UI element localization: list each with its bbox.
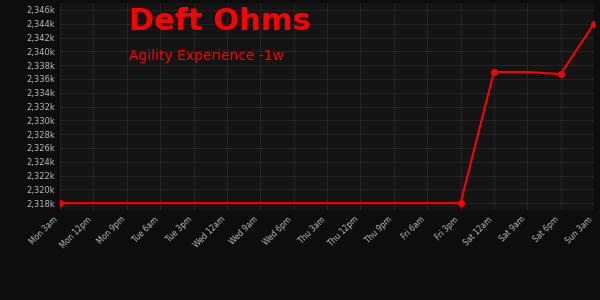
Point <box>556 72 565 76</box>
Point <box>55 201 65 206</box>
Text: Deft Ohms: Deft Ohms <box>130 7 311 36</box>
Text: Agility Experience -1w: Agility Experience -1w <box>130 49 284 62</box>
Point <box>489 70 499 74</box>
Point <box>589 21 599 26</box>
Point <box>456 201 466 206</box>
